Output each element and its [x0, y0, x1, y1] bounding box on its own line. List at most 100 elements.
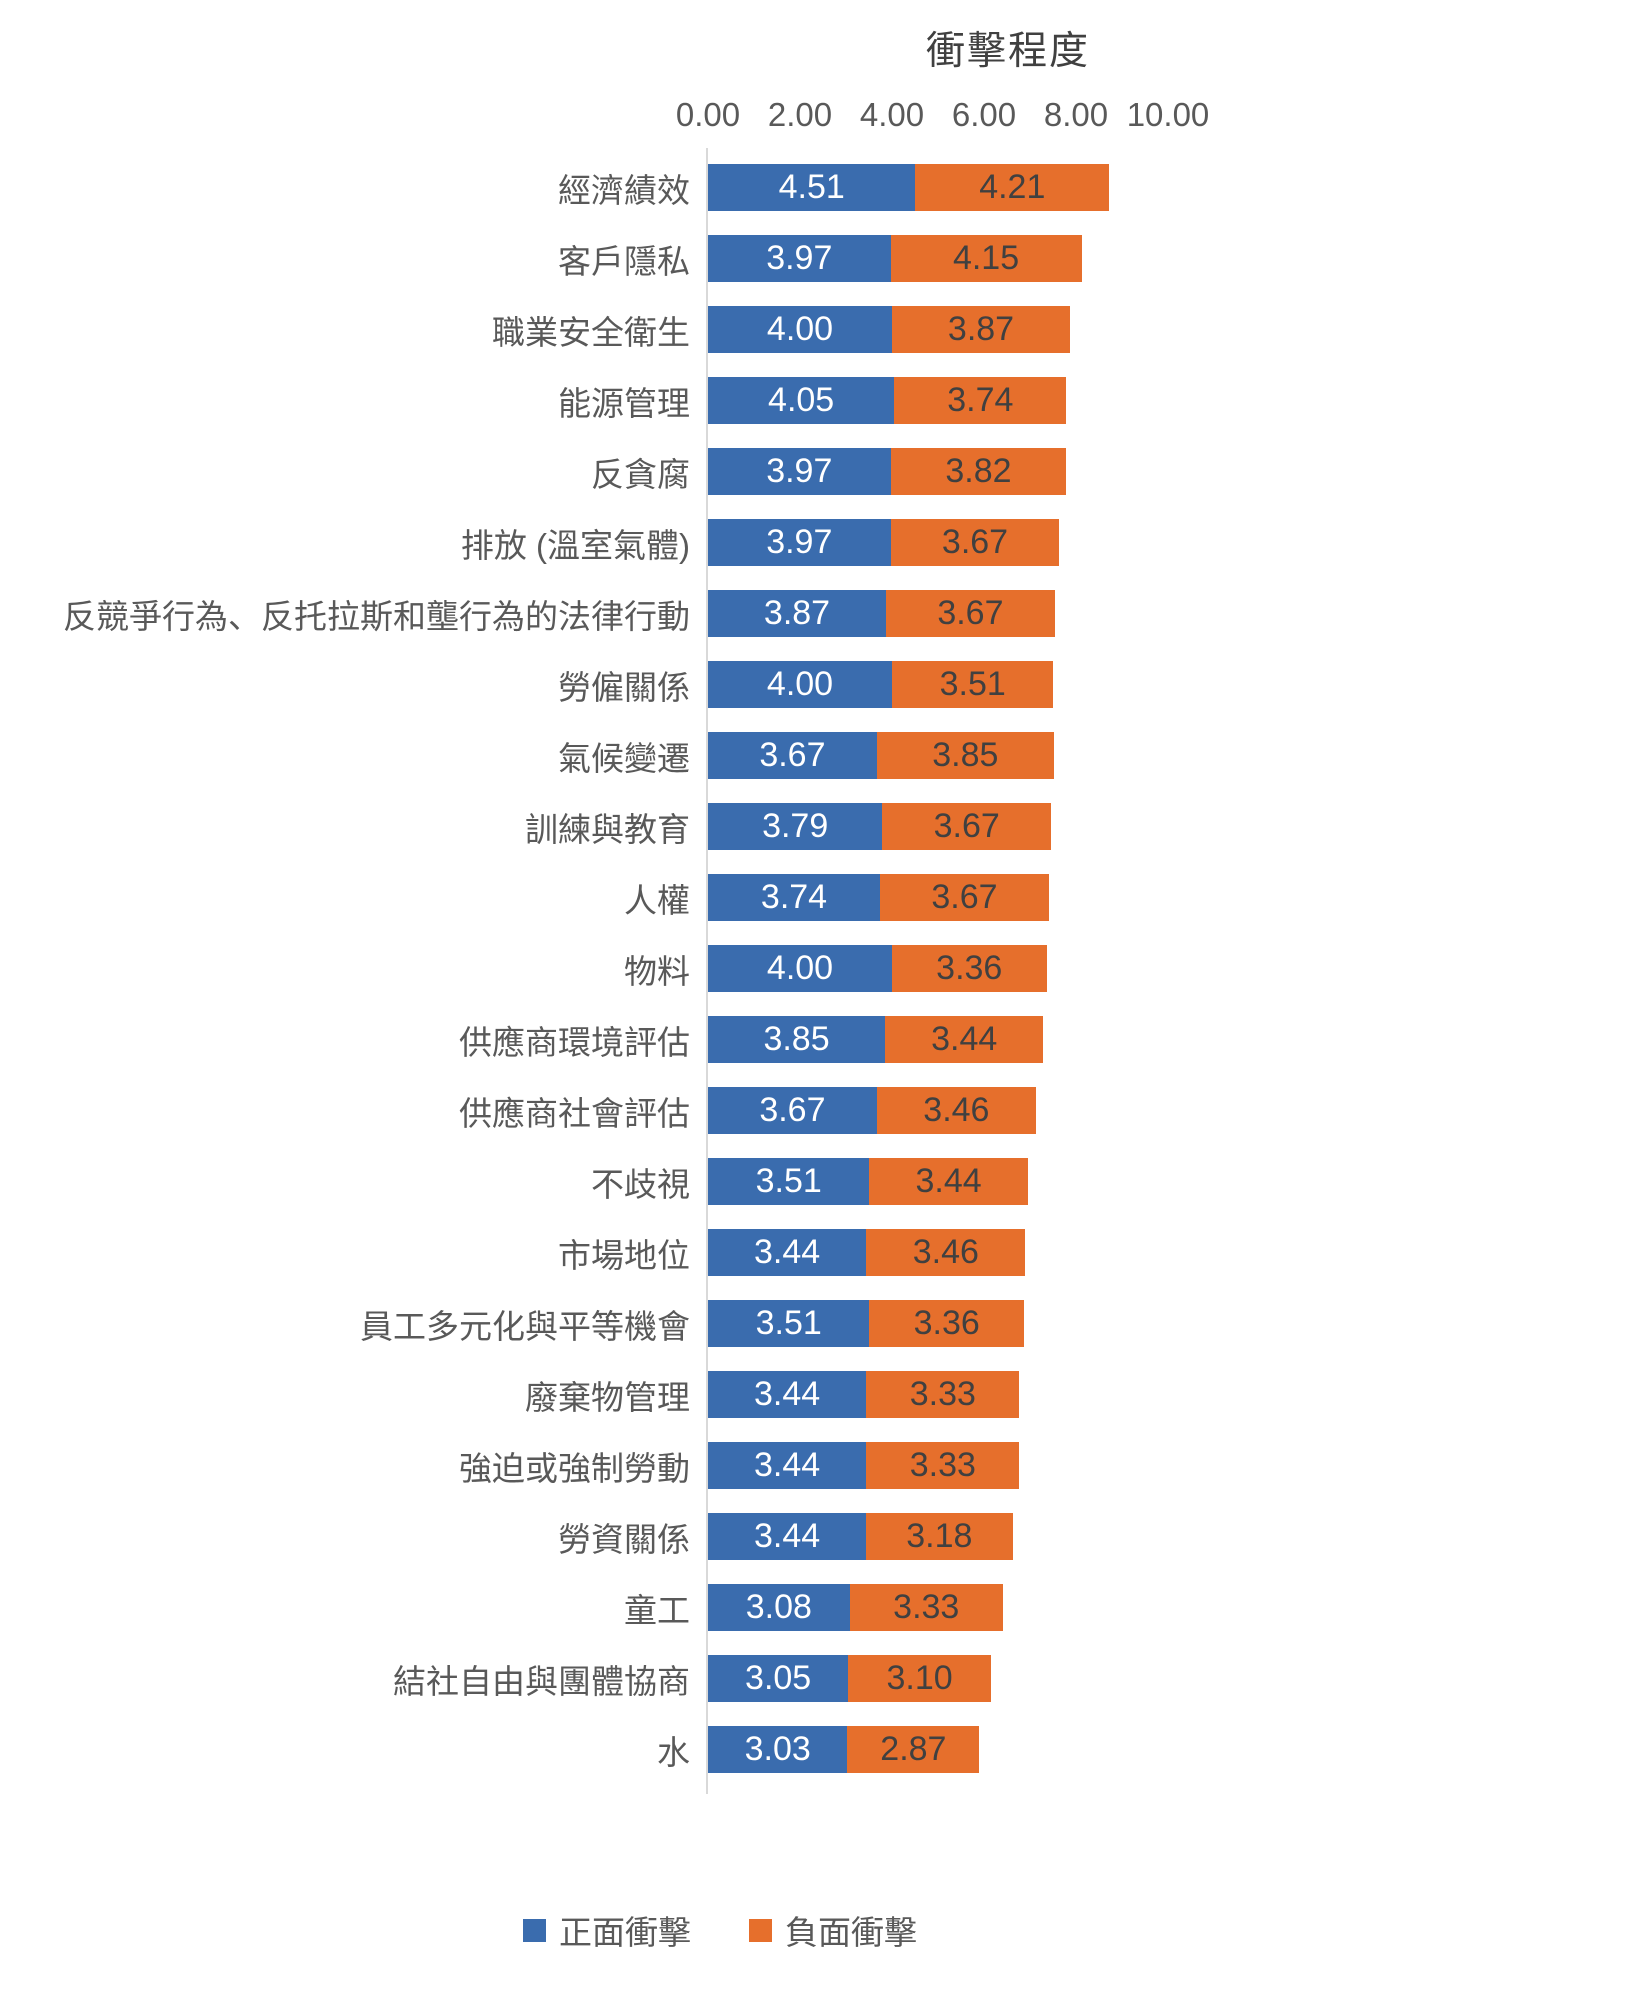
y-axis-line: [706, 148, 708, 1794]
bar-value-label: 3.44: [754, 1446, 821, 1484]
plot-area: 4.00 3.87: [706, 294, 1168, 365]
bar-negative-impact: 3.10: [848, 1655, 991, 1702]
plot-area: 3.44 3.33: [706, 1359, 1168, 1430]
bar-positive-impact: 4.51: [708, 164, 916, 211]
bar-value-label: 3.85: [763, 1020, 830, 1058]
bar-positive-impact: 3.87: [708, 590, 887, 637]
plot-area: 3.44 3.33: [706, 1430, 1168, 1501]
x-tick-label: 4.00: [859, 96, 925, 133]
bar-positive-impact: 3.44: [708, 1442, 867, 1489]
bar-value-label: 3.18: [906, 1517, 973, 1555]
category-label: 經濟績效: [558, 171, 690, 209]
category-label: 氣候變遷: [558, 739, 690, 777]
plot-area: 3.97 3.67: [706, 507, 1168, 578]
chart-row: 客戶隱私 3.97 4.15: [0, 223, 1626, 294]
plot-area: 3.44 3.46: [706, 1217, 1168, 1288]
bar-negative-impact: 3.18: [866, 1513, 1013, 1560]
chart-row: 人權 3.74 3.67: [0, 862, 1626, 933]
bar-positive-impact: 3.44: [708, 1371, 867, 1418]
x-tick-label: 8.00: [1043, 96, 1109, 133]
plot-area: 3.97 3.82: [706, 436, 1168, 507]
chart-row: 反貪腐 3.97 3.82: [0, 436, 1626, 507]
chart-row: 強迫或強制勞動 3.44 3.33: [0, 1430, 1626, 1501]
bar-negative-impact: 3.82: [890, 448, 1067, 495]
bar-value-label: 3.36: [936, 949, 1003, 987]
plot-area: 3.79 3.67: [706, 791, 1168, 862]
bar-negative-impact: 3.51: [892, 661, 1054, 708]
bar-value-label: 3.33: [893, 1588, 960, 1626]
chart-row: 供應商環境評估 3.85 3.44: [0, 1004, 1626, 1075]
x-axis-ticks: 0.00 2.00 4.00 6.00 8.00 10.00: [676, 96, 1209, 136]
x-tick-label: 0.00: [675, 96, 741, 133]
plot-area: 3.51 3.44: [706, 1146, 1168, 1217]
category-label: 水: [657, 1733, 690, 1771]
category-label: 童工: [624, 1591, 690, 1629]
bar-value-label: 3.51: [939, 665, 1006, 703]
bar-negative-impact: 3.33: [849, 1584, 1003, 1631]
bar-negative-impact: 3.74: [894, 377, 1067, 424]
bar-positive-impact: 3.85: [708, 1016, 886, 1063]
bar-value-label: 3.05: [745, 1659, 812, 1697]
x-tick-label: 10.00: [1126, 96, 1210, 133]
bar-negative-impact: 3.67: [882, 803, 1052, 850]
bar-negative-impact: 3.67: [880, 874, 1049, 921]
bar-value-label: 3.67: [759, 1091, 826, 1129]
chart-row: 供應商社會評估 3.67 3.46: [0, 1075, 1626, 1146]
category-label: 訓練與教育: [525, 810, 690, 848]
plot-area: 3.51 3.36: [706, 1288, 1168, 1359]
chart-row: 職業安全衛生 4.00 3.87: [0, 294, 1626, 365]
bar-value-label: 3.44: [931, 1020, 998, 1058]
bar-negative-impact: 3.85: [876, 732, 1054, 779]
bar-value-label: 4.00: [766, 665, 834, 703]
bar-positive-impact: 3.05: [708, 1655, 849, 1702]
bar-value-label: 4.15: [952, 239, 1020, 277]
bar-negative-impact: 3.33: [866, 1442, 1020, 1489]
plot-area: 3.85 3.44: [706, 1004, 1168, 1075]
bar-value-label: 3.79: [762, 807, 829, 845]
category-label: 反貪腐: [591, 455, 690, 493]
bar-value-label: 3.03: [744, 1730, 811, 1768]
x-tick-label: 6.00: [951, 96, 1017, 133]
plot-area: 3.67 3.46: [706, 1075, 1168, 1146]
bar-value-label: 3.67: [931, 878, 998, 916]
chart-row: 能源管理 4.05 3.74: [0, 365, 1626, 436]
bar-value-label: 3.97: [766, 452, 833, 490]
bar-positive-impact: 3.44: [708, 1229, 867, 1276]
bar-negative-impact: 3.36: [892, 945, 1047, 992]
bar-negative-impact: 4.21: [915, 164, 1110, 211]
bar-value-label: 3.44: [754, 1517, 821, 1555]
legend-swatch-positive: [523, 1918, 546, 1942]
chart-row: 物料 4.00 3.36: [0, 933, 1626, 1004]
bar-negative-impact: 4.15: [890, 235, 1082, 282]
bar-negative-impact: 3.44: [885, 1016, 1044, 1063]
plot-area: 4.51 4.21: [706, 152, 1168, 223]
bar-value-label: 3.44: [754, 1233, 821, 1271]
plot-area: 3.97 4.15: [706, 223, 1168, 294]
plot-area: 4.00 3.36: [706, 933, 1168, 1004]
bar-positive-impact: 3.51: [708, 1300, 870, 1347]
bar-positive-impact: 3.08: [708, 1584, 850, 1631]
bar-value-label: 3.36: [913, 1304, 980, 1342]
chart-row: 勞僱關係 4.00 3.51: [0, 649, 1626, 720]
category-label: 勞僱關係: [558, 668, 690, 706]
bar-value-label: 3.97: [766, 239, 833, 277]
bar-value-label: 3.67: [941, 523, 1009, 561]
plot-area: 3.87 3.67: [706, 578, 1168, 649]
bar-value-label: 3.87: [947, 310, 1015, 348]
bar-value-label: 3.97: [766, 523, 833, 561]
category-label: 人權: [624, 881, 690, 919]
category-label: 結社自由與團體協商: [393, 1662, 690, 1700]
bar-positive-impact: 4.05: [708, 377, 895, 424]
bar-positive-impact: 4.00: [708, 945, 892, 992]
bar-positive-impact: 3.74: [708, 874, 881, 921]
plot-area: 4.05 3.74: [706, 365, 1168, 436]
category-label: 強迫或強制勞動: [459, 1449, 690, 1487]
bar-value-label: 4.00: [766, 949, 834, 987]
bar-positive-impact: 4.00: [708, 306, 892, 353]
bar-value-label: 4.51: [778, 168, 845, 206]
bar-value-label: 4.05: [768, 381, 835, 419]
category-label: 員工多元化與平等機會: [360, 1307, 690, 1345]
bar-negative-impact: 3.67: [886, 590, 1055, 637]
bar-value-label: 3.51: [755, 1304, 822, 1342]
chart-row: 廢棄物管理 3.44 3.33: [0, 1359, 1626, 1430]
